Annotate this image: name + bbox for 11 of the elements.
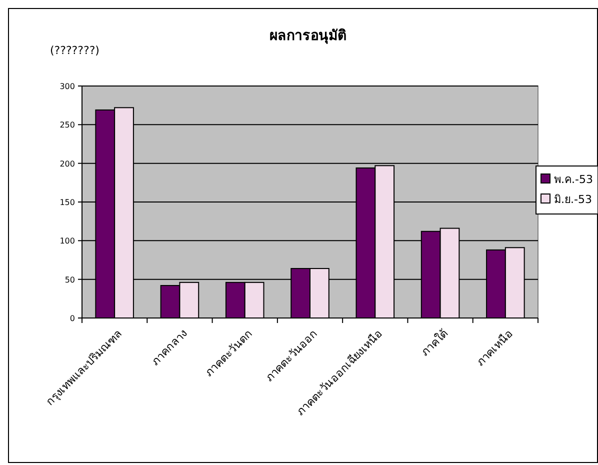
legend-label: มิ.ย.-53 (554, 193, 592, 206)
y-tick-label: 250 (60, 120, 75, 130)
y-tick-label: 0 (70, 314, 75, 323)
y-axis-title: (???????) (50, 44, 100, 57)
chart-title: ผลการอนุมัติ (270, 28, 346, 44)
y-tick-label: 150 (60, 198, 75, 207)
y-tick-label: 100 (60, 236, 75, 246)
y-tick-label: 300 (60, 82, 75, 91)
legend-label: พ.ค.-53 (554, 173, 593, 186)
y-tick-label: 50 (64, 275, 75, 284)
y-tick-label: 200 (60, 159, 75, 168)
